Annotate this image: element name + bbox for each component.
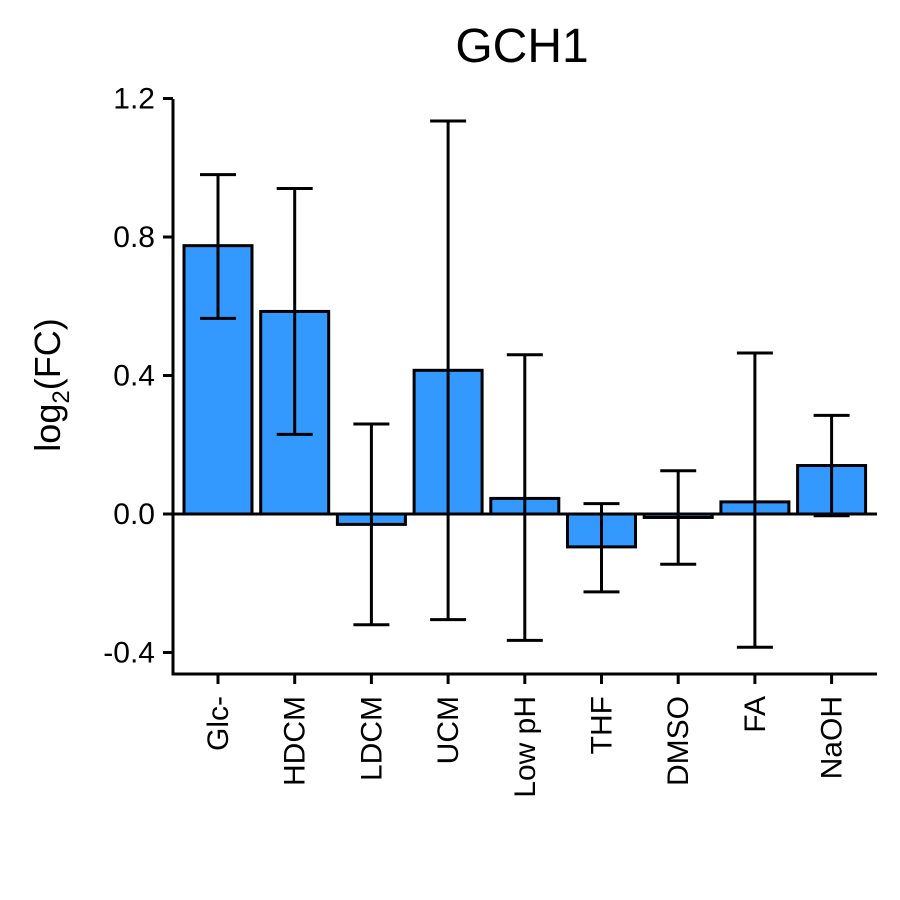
y-axis-label-main: log bbox=[27, 404, 68, 452]
y-axis-label-tail: (FC) bbox=[27, 318, 68, 390]
x-tick-label: NaOH bbox=[816, 696, 849, 779]
y-axis-label: log2(FC) bbox=[27, 318, 75, 451]
y-tick-label: 1.2 bbox=[113, 83, 155, 116]
x-tick-label: UCM bbox=[432, 696, 465, 764]
x-tick-label: Glc- bbox=[202, 696, 235, 751]
x-tick-label: HDCM bbox=[279, 696, 312, 786]
x-tick-label: FA bbox=[739, 696, 772, 733]
x-tick-label: DMSO bbox=[662, 696, 695, 786]
y-axis-label-subscript: 2 bbox=[48, 390, 75, 403]
y-tick-label: 0.0 bbox=[113, 498, 155, 531]
plot-area: -0.4 0.0 0.4 0.8 1.2 Glc- HDCM LDCM UCM Low pH THF… bbox=[103, 83, 877, 798]
x-tick-label: LDCM bbox=[355, 696, 388, 781]
chart-title: GCH1 bbox=[455, 20, 588, 73]
y-tick-label: 0.4 bbox=[113, 360, 155, 393]
x-tick-label: Low pH bbox=[509, 696, 542, 798]
x-tick-label: THF bbox=[586, 696, 619, 754]
y-tick-label: -0.4 bbox=[103, 637, 155, 670]
y-tick-label: 0.8 bbox=[113, 221, 155, 254]
